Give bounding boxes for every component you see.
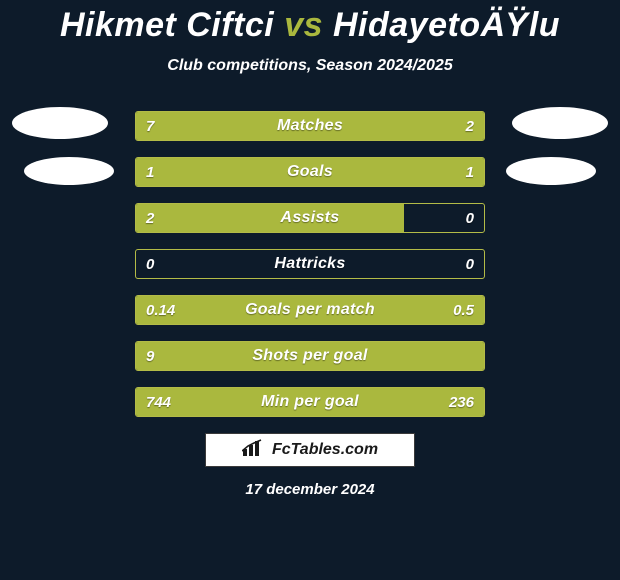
comparison-title: Hikmet Ciftci vs HidayetoÄŸlu (0, 0, 620, 45)
date-label: 17 december 2024 (0, 481, 620, 498)
avatar-right-placeholder (506, 157, 596, 185)
stat-label: Min per goal (136, 388, 484, 416)
player-left-name: Hikmet Ciftci (60, 6, 274, 44)
stat-label: Goals per match (136, 296, 484, 324)
chart-area: 72Matches 11Goals 20Assists 00Hattricks 0.14… (0, 111, 620, 417)
avatar-left-placeholder (24, 157, 114, 185)
vs-word: vs (284, 6, 323, 44)
bar-chart-icon (242, 439, 266, 462)
stat-label: Assists (136, 204, 484, 232)
stat-row: 9Shots per goal (135, 341, 485, 371)
branding-text: FcTables.com (272, 441, 378, 459)
subtitle: Club competitions, Season 2024/2025 (0, 57, 620, 75)
stat-row: 20Assists (135, 203, 485, 233)
stat-row: 00Hattricks (135, 249, 485, 279)
branding-badge: FcTables.com (205, 433, 415, 467)
stat-label: Hattricks (136, 250, 484, 278)
player-right-name: HidayetoÄŸlu (333, 6, 560, 44)
stat-row: 72Matches (135, 111, 485, 141)
stat-label: Matches (136, 112, 484, 140)
avatar-right-placeholder (512, 107, 608, 139)
stat-rows: 72Matches 11Goals 20Assists 00Hattricks 0.14… (135, 111, 485, 417)
stat-row: 744236Min per goal (135, 387, 485, 417)
stat-row: 11Goals (135, 157, 485, 187)
avatar-left-placeholder (12, 107, 108, 139)
stat-label: Shots per goal (136, 342, 484, 370)
stat-row: 0.140.5Goals per match (135, 295, 485, 325)
stat-label: Goals (136, 158, 484, 186)
